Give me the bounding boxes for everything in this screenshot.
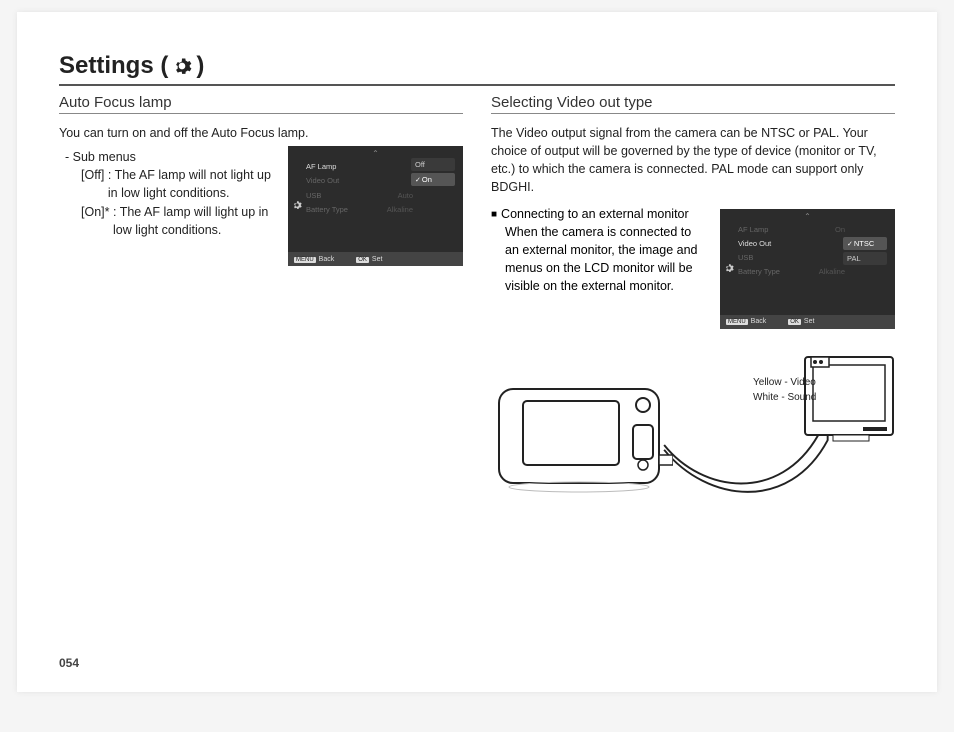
- lcd-select-panel: Off ✓On: [411, 158, 455, 188]
- opt-off: Off: [411, 158, 455, 171]
- menu-key-icon: MENU: [294, 257, 316, 263]
- lcd-select-panel: ✓NTSC PAL: [843, 237, 887, 267]
- menu-af: AF Lamp: [738, 223, 780, 237]
- lcd-bottom-bar: MENUBack OKSet: [288, 252, 463, 266]
- opt-off-key: [Off]: [81, 166, 104, 202]
- check-icon: ✓: [847, 241, 853, 248]
- opt-on-key: [On]*: [81, 203, 110, 239]
- right-heading: Selecting Video out type: [491, 94, 895, 111]
- two-column-layout: Auto Focus lamp You can turn on and off …: [59, 94, 895, 535]
- block-body: When the camera is connected to an exter…: [505, 223, 708, 296]
- left-heading-rule: [59, 113, 463, 114]
- lcd-af-lamp: ⌃ AF Lamp Video Out USB Battery Type Aut…: [288, 146, 463, 266]
- lcd-menu: AF Lamp Video Out USB Battery Type: [738, 223, 780, 280]
- rhs-af: On: [819, 223, 845, 237]
- opt-on-desc: : The AF lamp will light up in low light…: [113, 203, 278, 239]
- tv-icon: [803, 355, 895, 445]
- back-group: MENUBack: [726, 318, 766, 325]
- left-heading: Auto Focus lamp: [59, 94, 463, 111]
- title-prefix: Settings (: [59, 52, 168, 80]
- connection-diagram: Yellow - Video White - Sound: [491, 355, 895, 535]
- title-rule: [59, 84, 895, 86]
- page-number: 054: [59, 656, 79, 670]
- menu-usb: USB: [738, 251, 780, 265]
- camera-icon: [493, 375, 673, 495]
- opt-ntsc: ✓NTSC: [843, 237, 887, 250]
- back-group: MENUBack: [294, 256, 334, 263]
- right-intro: The Video output signal from the camera …: [491, 124, 895, 197]
- menu-usb: USB: [306, 189, 348, 203]
- rhs-batt: Alkaline: [387, 203, 413, 217]
- rhs-batt: Alkaline: [819, 265, 845, 279]
- set-group: OKSet: [788, 318, 814, 325]
- lcd-video-out: ⌃ AF Lamp Video Out USB Battery Type On …: [720, 209, 895, 329]
- caret-up-icon: ⌃: [804, 212, 811, 221]
- label-white: White - Sound: [753, 390, 816, 405]
- right-heading-rule: [491, 113, 895, 114]
- submenu-label: - Sub menus: [65, 148, 278, 166]
- menu-video: Video Out: [306, 174, 348, 188]
- menu-video: Video Out: [738, 237, 780, 251]
- menu-key-icon: MENU: [726, 319, 748, 325]
- manual-page: Settings ( ) Auto Focus lamp You can tur…: [17, 12, 937, 692]
- caret-up-icon: ⌃: [372, 149, 379, 158]
- right-column: Selecting Video out type The Video outpu…: [491, 94, 895, 535]
- gear-icon: [292, 200, 302, 212]
- ok-key-icon: OK: [356, 257, 369, 263]
- menu-af: AF Lamp: [306, 160, 348, 174]
- check-icon: ✓: [415, 177, 421, 184]
- square-bullet-icon: ■: [491, 209, 497, 220]
- lcd-rhs: On Alkaline: [819, 223, 845, 280]
- cable-labels: Yellow - Video White - Sound: [753, 375, 816, 405]
- rhs-usb: Auto: [387, 189, 413, 203]
- block-title: Connecting to an external monitor: [501, 207, 689, 221]
- opt-on: ✓On: [411, 173, 455, 186]
- menu-batt: Battery Type: [738, 265, 780, 279]
- page-title: Settings ( ): [59, 52, 895, 80]
- label-yellow: Yellow - Video: [753, 375, 816, 390]
- right-block: ■ Connecting to an external monitor When …: [491, 205, 708, 296]
- lcd-menu: AF Lamp Video Out USB Battery Type: [306, 160, 348, 217]
- gear-icon: [724, 263, 734, 275]
- left-submenus: - Sub menus [Off] : The AF lamp will not…: [59, 142, 278, 239]
- left-intro: You can turn on and off the Auto Focus l…: [59, 124, 463, 142]
- lcd-bottom-bar: MENUBack OKSet: [720, 315, 895, 329]
- opt-on-row: [On]* : The AF lamp will light up in low…: [81, 203, 278, 239]
- ok-key-icon: OK: [788, 319, 801, 325]
- left-column: Auto Focus lamp You can turn on and off …: [59, 94, 463, 535]
- title-suffix: ): [196, 52, 204, 80]
- lcd-rhs: Auto Alkaline: [387, 160, 413, 217]
- opt-off-row: [Off] : The AF lamp will not light up in…: [81, 166, 278, 202]
- opt-pal: PAL: [843, 252, 887, 265]
- gear-icon: [172, 56, 192, 76]
- opt-off-desc: : The AF lamp will not light up in low l…: [108, 166, 278, 202]
- set-group: OKSet: [356, 256, 382, 263]
- menu-batt: Battery Type: [306, 203, 348, 217]
